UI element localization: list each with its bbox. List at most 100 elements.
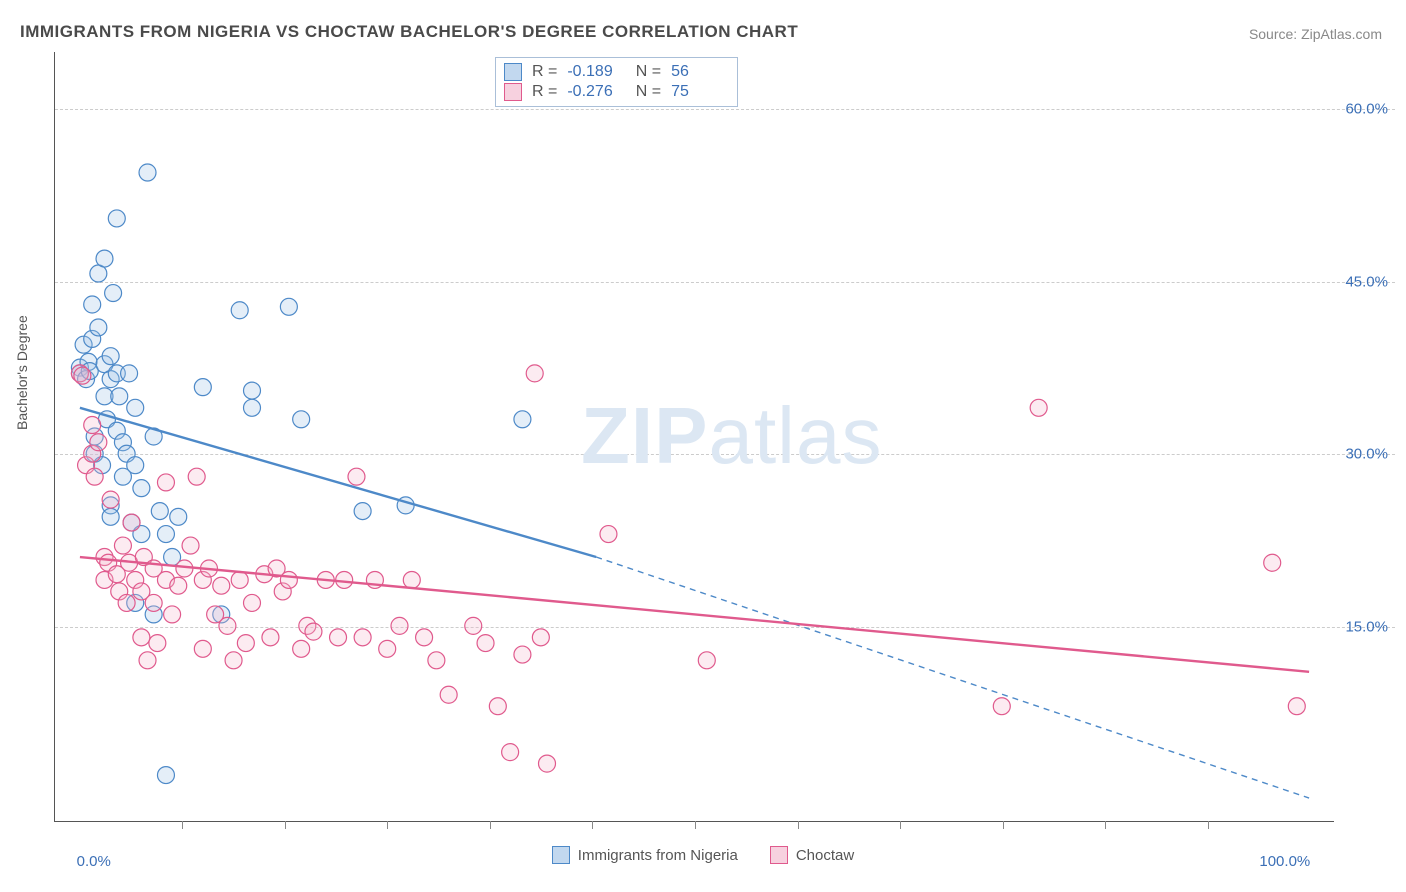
- legend-label-nigeria: Immigrants from Nigeria: [578, 847, 738, 864]
- x-tick-mark: [182, 821, 183, 829]
- scatter-point-choctaw: [256, 566, 273, 583]
- scatter-point-choctaw: [102, 491, 119, 508]
- scatter-point-choctaw: [127, 571, 144, 588]
- scatter-point-choctaw: [96, 571, 113, 588]
- stat-n-value-choctaw: 75: [671, 83, 725, 101]
- scatter-point-choctaw: [213, 577, 230, 594]
- scatter-point-choctaw: [194, 640, 211, 657]
- gridline-horizontal: [55, 282, 1395, 283]
- scatter-point-nigeria: [127, 594, 144, 611]
- scatter-point-choctaw: [514, 646, 531, 663]
- scatter-point-nigeria: [102, 371, 119, 388]
- scatter-point-nigeria: [80, 353, 97, 370]
- scatter-point-choctaw: [114, 537, 131, 554]
- scatter-point-choctaw: [330, 629, 347, 646]
- scatter-point-choctaw: [416, 629, 433, 646]
- scatter-point-choctaw: [100, 554, 117, 571]
- scatter-point-nigeria: [102, 508, 119, 525]
- scatter-point-nigeria: [94, 457, 111, 474]
- scatter-point-nigeria: [96, 356, 113, 373]
- scatter-point-choctaw: [145, 594, 162, 611]
- stat-n-label: N =: [631, 63, 661, 81]
- x-tick-mark: [1105, 821, 1106, 829]
- y-axis-label: Bachelor's Degree: [14, 315, 30, 430]
- scatter-point-choctaw: [84, 417, 101, 434]
- scatter-point-choctaw: [182, 537, 199, 554]
- scatter-point-nigeria: [121, 365, 138, 382]
- bottom-legend: Immigrants from Nigeria Choctaw: [0, 846, 1406, 868]
- stat-legend-box: R = -0.189 N = 56R = -0.276 N = 75: [495, 57, 738, 107]
- y-tick-label: 45.0%: [1345, 273, 1388, 290]
- scatter-point-choctaw: [698, 652, 715, 669]
- legend-swatch-choctaw: [770, 846, 788, 864]
- legend-swatch-nigeria: [552, 846, 570, 864]
- scatter-point-choctaw: [379, 640, 396, 657]
- x-tick-mark: [900, 821, 901, 829]
- scatter-point-nigeria: [293, 411, 310, 428]
- trendline-dashed-nigeria: [596, 557, 1309, 798]
- x-tick-mark: [592, 821, 593, 829]
- scatter-point-nigeria: [170, 508, 187, 525]
- gridline-horizontal: [55, 454, 1395, 455]
- scatter-point-nigeria: [139, 164, 156, 181]
- scatter-point-nigeria: [354, 503, 371, 520]
- stat-swatch-nigeria: [504, 63, 522, 81]
- scatter-point-nigeria: [123, 514, 140, 531]
- stat-row-choctaw: R =-0.276 N =75: [504, 82, 725, 102]
- scatter-point-choctaw: [78, 457, 95, 474]
- scatter-point-choctaw: [86, 468, 103, 485]
- stat-r-label: R =: [532, 83, 557, 101]
- scatter-point-nigeria: [102, 497, 119, 514]
- scatter-point-choctaw: [354, 629, 371, 646]
- scatter-point-nigeria: [114, 434, 131, 451]
- scatter-point-nigeria: [157, 767, 174, 784]
- stat-r-value-nigeria: -0.189: [567, 63, 621, 81]
- scatter-point-nigeria: [108, 365, 125, 382]
- scatter-point-choctaw: [207, 606, 224, 623]
- x-tick-mark: [387, 821, 388, 829]
- scatter-point-choctaw: [348, 468, 365, 485]
- scatter-point-nigeria: [75, 336, 92, 353]
- scatter-point-choctaw: [268, 560, 285, 577]
- scatter-point-choctaw: [200, 560, 217, 577]
- stat-r-label: R =: [532, 63, 557, 81]
- scatter-point-choctaw: [231, 571, 248, 588]
- scatter-point-choctaw: [600, 526, 617, 543]
- scatter-point-nigeria: [127, 457, 144, 474]
- stat-row-nigeria: R = -0.189 N = 56: [504, 62, 725, 82]
- gridline-horizontal: [55, 627, 1395, 628]
- scatter-point-choctaw: [188, 468, 205, 485]
- x-tick-mark: [285, 821, 286, 829]
- stat-n-value-nigeria: 56: [671, 63, 725, 81]
- scatter-point-nigeria: [90, 319, 107, 336]
- scatter-point-nigeria: [114, 468, 131, 485]
- y-tick-label: 60.0%: [1345, 101, 1388, 118]
- scatter-point-choctaw: [526, 365, 543, 382]
- scatter-point-nigeria: [231, 302, 248, 319]
- scatter-point-nigeria: [71, 365, 88, 382]
- scatter-point-choctaw: [157, 474, 174, 491]
- scatter-point-nigeria: [244, 399, 261, 416]
- scatter-point-choctaw: [74, 367, 91, 384]
- scatter-point-choctaw: [145, 560, 162, 577]
- scatter-point-choctaw: [149, 635, 166, 652]
- scatter-point-choctaw: [108, 566, 125, 583]
- watermark: ZIPatlas: [581, 390, 882, 482]
- scatter-point-choctaw: [489, 698, 506, 715]
- scatter-point-choctaw: [111, 583, 128, 600]
- scatter-point-choctaw: [1288, 698, 1305, 715]
- scatter-point-choctaw: [194, 571, 211, 588]
- stat-r-value-choctaw: -0.276: [567, 83, 621, 101]
- scatter-point-nigeria: [397, 497, 414, 514]
- scatter-point-nigeria: [514, 411, 531, 428]
- scatter-point-choctaw: [1264, 554, 1281, 571]
- legend-label-choctaw: Choctaw: [796, 847, 854, 864]
- scatter-point-choctaw: [121, 554, 138, 571]
- scatter-point-choctaw: [139, 652, 156, 669]
- scatter-point-choctaw: [274, 583, 291, 600]
- scatter-point-choctaw: [123, 514, 140, 531]
- x-tick-mark: [798, 821, 799, 829]
- x-tick-mark: [490, 821, 491, 829]
- scatter-point-nigeria: [244, 382, 261, 399]
- stat-swatch-choctaw: [504, 83, 522, 101]
